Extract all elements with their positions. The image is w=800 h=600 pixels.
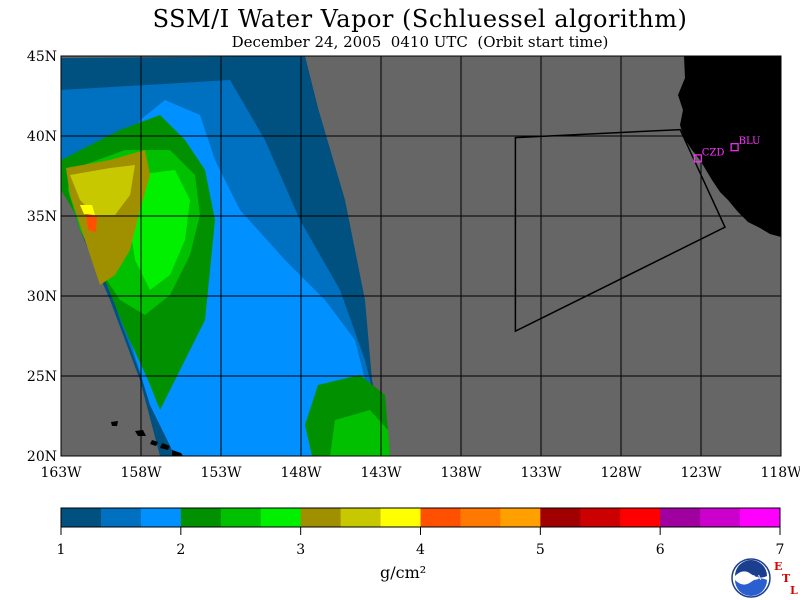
colorbar	[60, 507, 781, 528]
island-molokai	[150, 440, 158, 446]
colorbar-tick-label: 6	[656, 542, 665, 558]
colorbar-bin	[460, 508, 501, 527]
colorbar-bin	[340, 508, 382, 527]
etl-letter-e: E	[774, 560, 783, 573]
colorbar-tick-label: 5	[536, 542, 545, 558]
lon-tick-label: 138W	[440, 465, 482, 481]
swath-yellow-spot	[80, 205, 95, 215]
noaa-logo-icon: NOAA	[731, 558, 771, 598]
colorbar-bin	[740, 508, 781, 527]
island-maui	[160, 443, 170, 450]
colorbar-tick-label: 2	[176, 542, 185, 558]
lat-tick-label: 35N	[27, 209, 57, 225]
colorbar-bin	[260, 508, 302, 527]
lat-tick-label: 25N	[27, 369, 57, 385]
lat-tick-label: 20N	[27, 449, 57, 465]
swath-orange-spot	[86, 214, 97, 232]
land-california	[678, 56, 781, 237]
etl-letter-t: T	[782, 572, 791, 585]
colorbar-tick-label: 3	[296, 542, 305, 558]
colorbar-bin	[660, 508, 701, 527]
domain-outline	[514, 128, 726, 333]
colorbar-tick-label: 4	[416, 542, 425, 558]
lon-tick-labels: 163W 158W 153W 148W 143W 138W 133W 128W 123W 118W	[40, 465, 800, 481]
station-markers: CZD BLU	[693, 136, 761, 163]
lon-tick-label: 148W	[280, 465, 322, 481]
swath-yellowgreen-band	[70, 165, 135, 215]
lat-tick-labels: 45N 40N 35N 30N 25N 20N	[27, 49, 57, 465]
station-marker	[693, 154, 702, 163]
colorbar-bin	[300, 508, 342, 527]
colorbar-bin	[700, 508, 741, 527]
colorbar-bin	[620, 508, 661, 527]
station-marker	[730, 143, 739, 152]
map-subtitle: December 24, 2005 0410 UTC (Orbit start …	[231, 33, 609, 51]
island-hawaii	[172, 450, 183, 456]
map-title: SSM/I Water Vapor (Schluessel algorithm)	[152, 5, 688, 33]
colorbar-bin	[380, 508, 421, 527]
lon-tick-label: 163W	[40, 465, 82, 481]
lat-tick-label: 45N	[27, 49, 57, 65]
etl-letter-l: L	[790, 584, 798, 597]
lon-tick-label: 128W	[600, 465, 642, 481]
lon-tick-label: 158W	[120, 465, 162, 481]
colorbar-tick-labels: 1 2 3 4 5 6 7	[57, 527, 785, 558]
colorbar-bin	[180, 508, 222, 527]
lon-tick-label: 143W	[360, 465, 402, 481]
station-label: BLU	[739, 136, 761, 147]
colorbar-bin	[61, 508, 102, 527]
swath-moister-region-south	[330, 410, 390, 456]
lat-tick-label: 40N	[27, 129, 57, 145]
lon-tick-label: 123W	[680, 465, 722, 481]
noaa-logo-text: NOAA	[741, 574, 762, 582]
island-kauai	[111, 421, 118, 426]
lon-tick-label: 133W	[520, 465, 562, 481]
colorbar-bin	[500, 508, 541, 527]
colorbar-bin	[580, 508, 621, 527]
colorbar-bin	[540, 508, 581, 527]
map-frame	[60, 55, 782, 457]
etl-logo: E T L	[774, 560, 800, 598]
colorbar-bin	[100, 508, 142, 527]
colorbar-tick-label: 7	[776, 542, 785, 558]
swath-moistest-region	[128, 170, 190, 290]
colorbar-bin	[220, 508, 262, 527]
station-label: CZD	[702, 147, 725, 158]
colorbar-bin	[140, 508, 182, 527]
colorbar-tick-label: 1	[57, 542, 66, 558]
lon-tick-label: 153W	[200, 465, 242, 481]
lon-tick-label: 118W	[760, 465, 800, 481]
colorbar-units: g/cm²	[380, 563, 427, 582]
lat-tick-label: 30N	[27, 289, 57, 305]
water-vapor-swath	[61, 56, 390, 456]
colorbar-bin	[420, 508, 461, 527]
